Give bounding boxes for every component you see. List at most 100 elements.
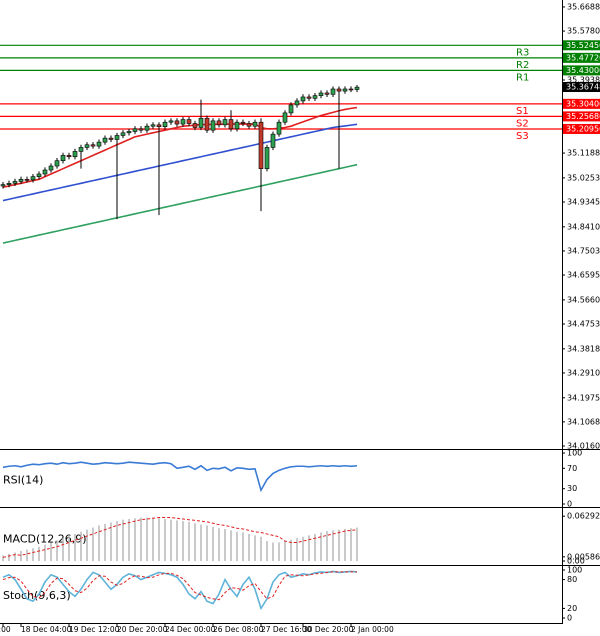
candle-body (84, 144, 90, 148)
level-label: R1 (516, 72, 529, 83)
candle-body (258, 121, 264, 169)
candle-body (324, 92, 330, 95)
level-box (563, 111, 600, 122)
candle-body (162, 121, 168, 128)
y-tick-label: 0.005862 (567, 552, 600, 561)
candle-body (282, 112, 288, 123)
y-tick-label: 35.11880 (567, 149, 600, 158)
level-label: S3 (516, 131, 529, 142)
candle-body (294, 100, 300, 106)
candle-body (42, 169, 48, 175)
candle-body (234, 121, 240, 130)
level-label: S1 (516, 106, 529, 117)
candle-body (120, 132, 126, 136)
level-value: 35.52450 (566, 41, 600, 50)
candle-body (96, 141, 102, 147)
candle-body (66, 155, 72, 158)
y-tick-label: 34.84105 (567, 222, 600, 231)
candle-body (174, 120, 180, 125)
candle-body (252, 121, 258, 127)
candle-body (90, 144, 96, 147)
candle-body (210, 120, 216, 131)
x-tick-label: 30 Dec 20:00 (303, 625, 354, 634)
candle-body (0, 184, 6, 187)
x-tick-label: 20 Dec 20:00 (117, 625, 168, 634)
y-tick-label: 0 (567, 614, 572, 623)
candle-body (318, 92, 324, 96)
level-label: R2 (516, 60, 529, 71)
candle-body (330, 88, 336, 95)
candle-body (24, 179, 30, 181)
candle-body (156, 124, 162, 128)
candle-body (180, 119, 186, 125)
x-tick-label: 27 Dec 16:00 (261, 625, 312, 634)
candle-body (342, 88, 348, 92)
x-tick-label: 24 Dec 00:00 (165, 625, 216, 634)
candle-body (264, 147, 270, 169)
indicator-line (2, 571, 357, 601)
candle-body (48, 165, 54, 171)
candle-body (102, 137, 108, 143)
y-tick-label: 34.56605 (567, 295, 600, 304)
y-tick-label: 20 (567, 604, 577, 613)
y-tick-label: 34.75030 (567, 246, 600, 255)
y-tick-label: 35.02530 (567, 173, 600, 182)
y-tick-label: 80 (567, 575, 577, 584)
last-price-box (563, 82, 600, 93)
candle-body (12, 181, 18, 184)
candle-body (204, 117, 210, 131)
candle-body (228, 119, 234, 130)
x-tick-label: 19 Dec 12:00 (69, 625, 120, 634)
candle-body (78, 147, 84, 152)
level-box (563, 65, 600, 76)
candle-body (246, 123, 252, 127)
x-tick-label: 18 Dec 04:00 (21, 625, 72, 634)
candle-body (276, 121, 282, 135)
level-label: S2 (516, 118, 529, 129)
candle-body (216, 120, 222, 126)
candle-body (60, 155, 66, 162)
level-value: 35.43000 (566, 66, 600, 75)
level-label: R3 (516, 47, 529, 58)
indicator-line (2, 461, 358, 493)
level-box (563, 123, 600, 134)
candle-body (222, 119, 228, 126)
candle-body (114, 135, 120, 140)
y-tick-label: 30 (567, 484, 577, 493)
candle-body (18, 179, 24, 182)
candle-body (168, 120, 174, 123)
y-tick-label: 0.062928 (567, 512, 600, 521)
candle-body (270, 133, 276, 148)
x-tick-label: 20:00 (0, 625, 11, 634)
level-box (563, 40, 600, 51)
candle-body (198, 117, 204, 128)
y-tick-label: 70 (567, 464, 577, 473)
moving-average (2, 106, 358, 189)
level-value: 35.47720 (566, 53, 600, 62)
y-tick-label: 0 (567, 500, 572, 509)
candle-body (138, 128, 144, 131)
candle-body (126, 131, 132, 134)
last-price-label: 35.36748 (566, 83, 600, 92)
panel-title: RSI(14) (3, 474, 43, 487)
candle-body (36, 173, 42, 177)
y-tick-label: 35.66880 (567, 2, 600, 11)
candle-body (54, 160, 60, 167)
candle-body (336, 88, 342, 92)
y-tick-label: 35.39380 (567, 76, 600, 85)
candle-body (72, 151, 78, 158)
y-tick-label: 34.47530 (567, 319, 600, 328)
y-tick-label: 34.29105 (567, 368, 600, 377)
level-value: 35.20950 (566, 124, 600, 133)
candle-body (132, 128, 138, 132)
y-tick-label: 100 (567, 449, 582, 458)
moving-average (2, 123, 358, 202)
level-value: 35.25680 (566, 112, 600, 121)
panel-title: MACD(12,26,9) (3, 533, 87, 546)
level-box (563, 98, 600, 109)
x-tick-label: 2 Jan 00:00 (351, 625, 394, 634)
signal-line (2, 517, 358, 558)
candle-body (150, 124, 156, 127)
y-tick-label: 0.00 (567, 557, 585, 566)
